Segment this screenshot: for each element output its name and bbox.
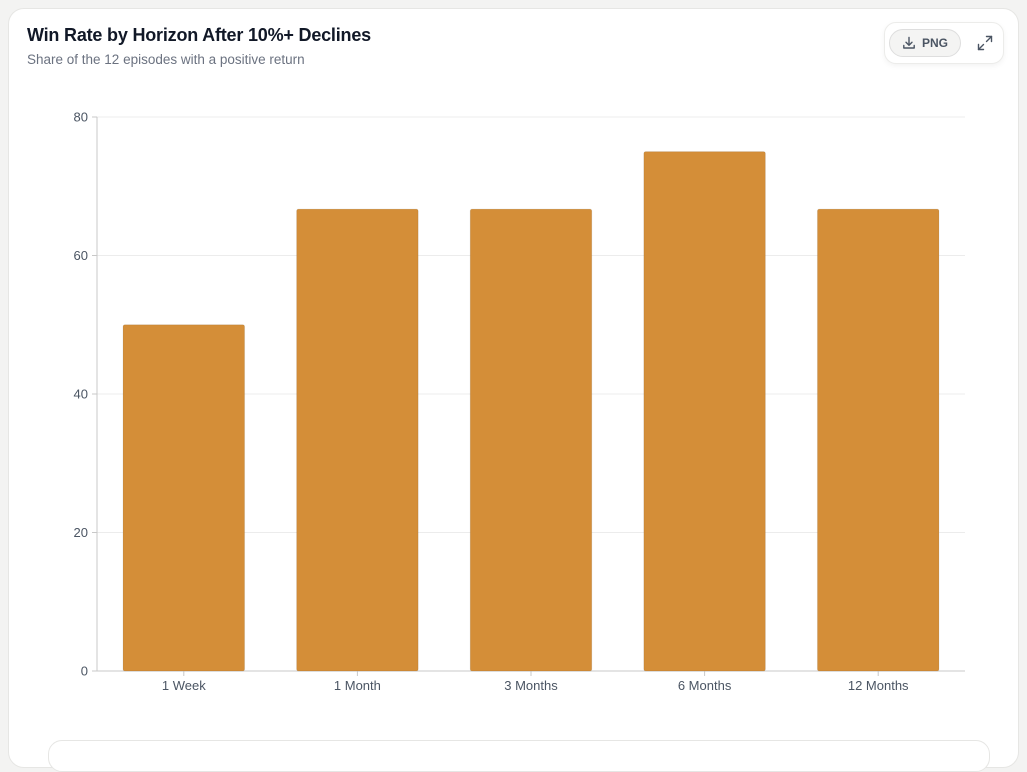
y-tick-label: 60 bbox=[74, 248, 88, 263]
png-label: PNG bbox=[921, 36, 948, 50]
y-tick-label: 40 bbox=[74, 387, 88, 402]
bar bbox=[296, 208, 419, 672]
bars bbox=[122, 151, 940, 672]
expand-button[interactable] bbox=[975, 33, 995, 53]
x-tick-label: 12 Months bbox=[848, 678, 909, 693]
download-png-button[interactable]: PNG bbox=[889, 29, 961, 57]
bar bbox=[643, 151, 766, 672]
y-tick-label: 20 bbox=[74, 525, 88, 540]
x-tick-label: 1 Week bbox=[162, 678, 206, 693]
chart-card: Win Rate by Horizon After 10%+ Declines … bbox=[8, 8, 1019, 768]
y-tick-label: 0 bbox=[81, 664, 88, 679]
x-tick-label: 1 Month bbox=[334, 678, 381, 693]
bar-chart: 0 20 40 60 80 1 Week 1 Month 3 Months 6 Months 12… bbox=[74, 110, 965, 694]
download-icon bbox=[902, 36, 916, 50]
expand-icon bbox=[975, 33, 995, 53]
chart-toolbar: PNG bbox=[884, 22, 1004, 64]
x-tick-label: 3 Months bbox=[504, 678, 558, 693]
chart-title: Win Rate by Horizon After 10%+ Declines bbox=[27, 25, 371, 45]
axis-labels: 0 20 40 60 80 1 Week 1 Month 3 Months 6 Months 12… bbox=[74, 110, 910, 694]
bar bbox=[469, 208, 593, 672]
bar bbox=[122, 324, 246, 672]
bottom-panel bbox=[48, 740, 990, 772]
y-tick-label: 80 bbox=[74, 110, 88, 125]
bar bbox=[816, 208, 940, 672]
chart-subtitle: Share of the 12 episodes with a positive… bbox=[27, 52, 305, 67]
x-tick-label: 6 Months bbox=[678, 678, 732, 693]
